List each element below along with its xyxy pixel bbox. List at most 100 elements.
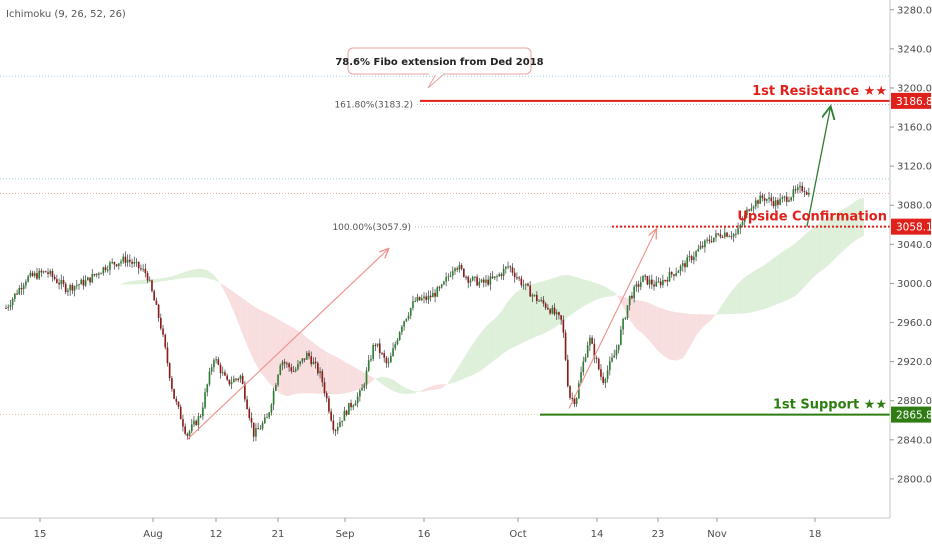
candle-body xyxy=(434,292,436,297)
candle-body xyxy=(104,267,107,271)
ichimoku-cloud-segment xyxy=(568,275,576,317)
target-arrow xyxy=(806,108,830,227)
candle-body xyxy=(566,359,569,387)
candle-body xyxy=(164,334,167,348)
candle-body xyxy=(471,276,474,281)
ichimoku-cloud-segment xyxy=(347,363,355,393)
candle-body xyxy=(799,185,801,188)
ichimoku-cloud-segment xyxy=(776,251,784,305)
ichimoku-cloud-segment xyxy=(850,200,858,245)
candle-body xyxy=(794,189,797,191)
candle-body xyxy=(93,274,96,276)
candle-body xyxy=(635,284,638,287)
x-tick-label: Oct xyxy=(509,529,526,540)
candle-body xyxy=(463,268,465,277)
candle-body xyxy=(387,362,390,364)
ichimoku-cloud-segment xyxy=(582,278,590,307)
candle-body xyxy=(732,234,735,237)
candle-body xyxy=(38,270,41,279)
candle-body xyxy=(792,189,795,198)
ichimoku-cloud-segment xyxy=(233,292,241,330)
candle-body xyxy=(553,307,556,315)
ichimoku-cloud-segment xyxy=(729,284,737,314)
candle-body xyxy=(750,208,753,211)
candle-body xyxy=(102,267,105,274)
candle-body xyxy=(272,390,275,405)
candle-body xyxy=(728,236,731,238)
candle-body xyxy=(91,274,94,283)
candle-body xyxy=(425,296,428,300)
candle-body xyxy=(275,384,277,391)
ichimoku-cloud-segment xyxy=(434,384,442,390)
candle-body xyxy=(723,232,726,238)
candle-body xyxy=(157,304,160,318)
ichimoku-cloud-segment xyxy=(441,382,449,389)
candle-body xyxy=(743,214,746,222)
candle-body xyxy=(173,388,175,399)
candle-body xyxy=(40,270,43,273)
candle-body xyxy=(270,404,273,413)
ichimoku-cloud-segment xyxy=(455,361,462,383)
candle-body xyxy=(239,375,242,380)
candle-body xyxy=(679,265,682,271)
ichimoku-cloud-segment xyxy=(240,296,248,346)
candle-body xyxy=(712,237,715,242)
indicator-label[interactable]: Ichimoku (9, 26, 52, 26) xyxy=(6,9,126,20)
ichimoku-cloud-segment xyxy=(428,385,435,391)
candle-body xyxy=(177,401,180,407)
candle-body xyxy=(505,266,507,269)
candle-body xyxy=(549,309,551,314)
ichimoku-cloud-segment xyxy=(200,268,208,279)
ichimoku-cloud-segment xyxy=(649,303,657,349)
ichimoku-cloud-segment xyxy=(602,285,610,298)
candle-body xyxy=(735,233,737,235)
candle-body xyxy=(757,200,759,204)
candle-body xyxy=(244,383,246,400)
candle-body xyxy=(140,268,142,270)
ichimoku-cloud-segment xyxy=(180,271,187,279)
candle-body xyxy=(436,287,439,297)
ichimoku-cloud-segment xyxy=(166,276,174,281)
candle-body xyxy=(334,430,337,432)
ichimoku-cloud-segment xyxy=(126,280,134,285)
candle-body xyxy=(106,269,109,271)
ichimoku-cloud-segment xyxy=(595,283,603,300)
ichimoku-cloud-segment xyxy=(629,298,637,329)
ichimoku-cloud-segment xyxy=(843,204,851,251)
candle-body xyxy=(129,259,131,262)
ichimoku-cloud-segment xyxy=(562,275,569,323)
candle-body xyxy=(199,416,202,418)
candle-body xyxy=(677,270,680,274)
ichimoku-cloud-segment xyxy=(656,306,663,356)
ichimoku-cloud-segment xyxy=(448,372,456,385)
candle-body xyxy=(359,390,361,397)
candle-body xyxy=(195,420,198,426)
ichimoku-cloud-segment xyxy=(676,312,683,361)
candle-body xyxy=(527,283,529,286)
ichimoku-cloud-segment xyxy=(528,283,536,340)
ichimoku-cloud-segment xyxy=(119,282,127,285)
candle-body xyxy=(367,360,370,371)
candle-body xyxy=(699,245,702,249)
candle-body xyxy=(210,367,213,372)
candle-body xyxy=(232,378,235,383)
ichimoku-cloud-segment xyxy=(682,313,690,359)
candle-body xyxy=(542,299,545,304)
y-tick-label: 2840.0 xyxy=(897,435,932,446)
candle-body xyxy=(64,283,67,293)
candle-body xyxy=(465,276,467,278)
candle-body xyxy=(73,286,76,291)
x-tick-label: 15 xyxy=(34,529,47,540)
candle-body xyxy=(651,279,653,285)
y-tick-label: 2960.0 xyxy=(897,318,932,329)
candle-body xyxy=(547,307,549,310)
trend-arrow-up-2 xyxy=(568,230,656,409)
x-tick-label: Sep xyxy=(336,529,355,540)
candle-body xyxy=(715,233,717,238)
candle-body xyxy=(241,375,244,384)
candle-body xyxy=(427,295,430,300)
ichimoku-cloud-segment xyxy=(535,281,543,337)
candle-body xyxy=(60,280,63,285)
candle-body xyxy=(381,353,383,355)
fib-level-label: 161.80%(3183.2) xyxy=(334,100,413,110)
